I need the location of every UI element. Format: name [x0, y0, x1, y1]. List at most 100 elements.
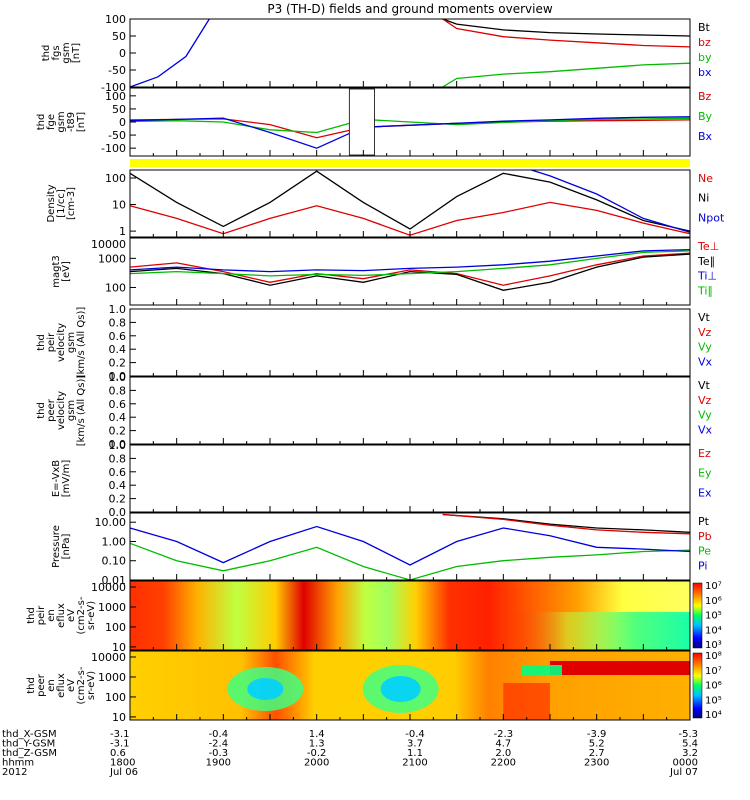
series-pressure-17: [129, 525, 691, 566]
legend-pressure: Pb: [698, 530, 712, 543]
footer-value: -0.4: [209, 729, 229, 740]
y-tick-label-fge: -50: [108, 129, 126, 142]
footer-value: 2100: [402, 758, 427, 769]
y-tick-label-efield: 0.0: [109, 506, 127, 519]
colorbar-peer_spec: [692, 652, 703, 719]
y-tick-label-peir: 0.4: [109, 343, 127, 356]
series-temp-11: [129, 253, 691, 291]
footer-value: 0.6: [110, 748, 126, 759]
y-tick-label-peir: 0.0: [109, 370, 127, 383]
legend-efield: Ez: [698, 447, 711, 460]
y-tick-label-efield: 1.0: [109, 439, 127, 452]
series-temp-10: [129, 252, 691, 286]
y-tick-label-efield: 0.2: [109, 493, 127, 506]
footer-value: 0000: [673, 758, 698, 769]
ylabel-line: gsm: [66, 332, 77, 353]
y-tick-label-peir_spec: 1000: [98, 601, 126, 614]
ylabel-line: fge: [46, 114, 57, 130]
legend-pressure: Pt: [698, 515, 710, 528]
footer-value: 1.1: [407, 748, 423, 759]
y-tick-label-pressure: 0.01: [102, 574, 127, 587]
ylabel-line: thd: [41, 45, 52, 62]
fge-data-gap: [348, 88, 375, 156]
y-tick-label-peer_spec: 10000: [91, 651, 126, 664]
y-tick-label-fgs: -100: [101, 81, 126, 94]
ylabel-line: [km/s (All Qs)]: [76, 375, 87, 447]
footer-row-label: thd_X-GSM: [2, 729, 57, 740]
footer-value: 5.2: [589, 739, 605, 750]
ylabel-peer: thd peer velocity gsm [km/s (All Qs)]: [36, 375, 87, 447]
series-pressure-15: [442, 513, 691, 535]
footer-value: 3.7: [407, 739, 423, 750]
footer-value: 1800: [110, 758, 135, 769]
series-fgs-1: [442, 18, 691, 48]
ylabel-line: thd: [26, 677, 37, 694]
y-tick-label-efield: 0.8: [109, 452, 127, 465]
legend-temp: Te∥: [697, 255, 715, 268]
footer-value: 2200: [491, 758, 516, 769]
footer-value: 1.3: [309, 739, 325, 750]
legend-pressure: Pe: [698, 545, 711, 558]
ylabel-line: magt3: [51, 255, 62, 288]
ylabel-peir_spec: thd peir en eflux eV (cm2-s-sr-eV): [26, 596, 97, 634]
footer-value: Jul 06: [109, 767, 138, 778]
colorbar-peir_spec: [692, 582, 703, 649]
ylabel-line: [km/s (All Qs)]: [76, 307, 87, 379]
ylabel-line: gsm: [61, 42, 72, 63]
ylabel-line: [nPa]: [61, 533, 72, 559]
panel-frame-peer: [129, 376, 691, 445]
footer-value: 4.7: [495, 739, 511, 750]
ylabel-line: eV: [66, 609, 77, 622]
ylabel-line: en: [46, 609, 57, 622]
footer-value: -0.3: [209, 748, 229, 759]
footer-value: -3.1: [110, 729, 130, 740]
y-tick-label-peir_spec: 10000: [91, 581, 126, 594]
peer-spectrogram-burst: [503, 683, 550, 720]
ylabel-fge: thd fge gsm -t89 [nT]: [36, 111, 87, 132]
legend-fge: By: [698, 110, 713, 123]
ylabel-line: gsm: [66, 400, 77, 421]
ylabel-fgs: thd fgs gsm [nT]: [41, 42, 82, 63]
footer-value: 3.2: [682, 748, 698, 759]
y-tick-label-peir: 0.8: [109, 316, 127, 329]
y-tick-label-fge: 50: [112, 103, 126, 116]
peir-spectrogram-lowenergy: [130, 612, 690, 650]
legend-temp: Ti⊥: [697, 270, 717, 283]
ylabel-line: Pressure: [51, 525, 62, 568]
y-tick-label-fge: 100: [105, 90, 126, 103]
footer-value: 5.4: [682, 739, 698, 750]
ylabel-pressure: Pressure [nPa]: [51, 525, 72, 568]
ylabel-line: Density: [46, 184, 57, 222]
panel-frame-pressure: [129, 512, 691, 581]
series-fge-5: [129, 117, 691, 134]
ylabel-line: [1/cc]: [56, 189, 67, 218]
y-tick-label-fgs: 50: [112, 30, 126, 43]
y-tick-label-peer: 0.4: [109, 411, 127, 424]
footer-row-label: 2012: [2, 767, 27, 778]
y-tick-label-peer: 0.8: [109, 384, 127, 397]
colorbar-label-peer_spec: 10⁷: [705, 666, 722, 677]
peer-spectrogram-blob-2-core: [380, 676, 421, 702]
ylabel-line: thd: [36, 114, 47, 131]
series-density-9: [531, 169, 691, 233]
ylabel-line: velocity: [56, 391, 67, 430]
colorbar-label-peer_spec: 10⁴: [705, 710, 722, 721]
footer-value: 2000: [304, 758, 329, 769]
colorbar-label-peir_spec: 10⁴: [705, 625, 722, 636]
footer-value: -2.3: [494, 729, 514, 740]
y-tick-label-density: 1: [119, 225, 126, 238]
footer-value: Jul 07: [669, 767, 698, 778]
legend-peir: Vy: [698, 341, 712, 354]
y-tick-label-fgs: 100: [105, 13, 126, 26]
y-tick-label-peer_spec: 100: [105, 691, 126, 704]
legend-peir: Vx: [698, 355, 713, 368]
series-fgs-3: [129, 18, 210, 88]
y-tick-label-peir_spec: 10: [112, 641, 126, 654]
series-fge-6: [129, 116, 691, 149]
y-tick-label-pressure: 10.00: [95, 516, 127, 529]
footer-row-label: hhmm: [2, 758, 34, 769]
legend-density: Npot: [698, 211, 725, 224]
y-tick-label-peer_spec: 10: [112, 711, 126, 724]
y-tick-label-peer: 0.6: [109, 398, 127, 411]
